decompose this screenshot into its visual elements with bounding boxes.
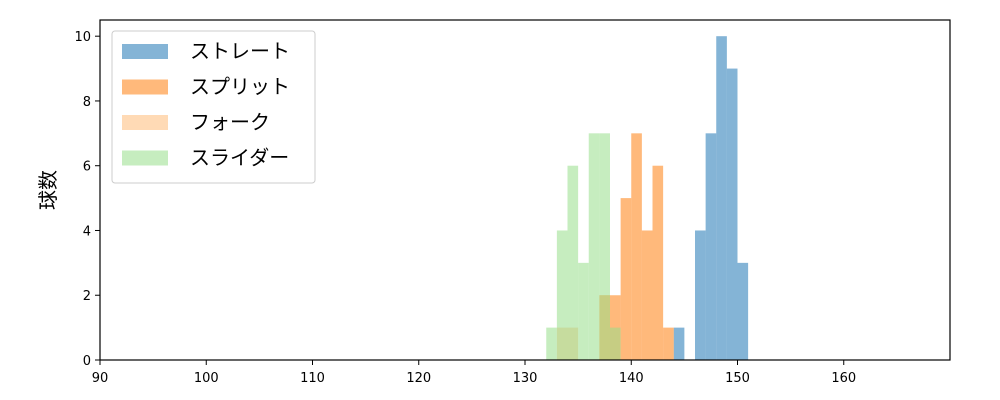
x-tick-label: 130 <box>513 371 538 386</box>
bar-1 <box>737 262 749 360</box>
legend-label: ストレート <box>190 39 290 63</box>
y-tick-label: 10 <box>74 30 91 45</box>
legend-swatch <box>122 150 168 166</box>
bar-1 <box>726 68 738 361</box>
bar-2 <box>641 230 653 360</box>
bar-2 <box>631 133 642 360</box>
bar-2 <box>620 198 632 360</box>
bar-1 <box>695 230 706 360</box>
legend-swatch <box>122 115 168 130</box>
bar-4 <box>567 165 579 360</box>
legend-swatch <box>122 44 168 59</box>
legend-label: スプリット <box>190 75 290 99</box>
legend-label: スライダー <box>190 146 289 170</box>
x-tick-label: 120 <box>406 371 431 386</box>
x-tick-label: 140 <box>619 371 644 386</box>
x-tick-label: 160 <box>831 371 856 386</box>
y-axis-label: 球数 <box>36 170 60 210</box>
y-tick-label: 4 <box>83 224 91 239</box>
x-tick-label: 100 <box>194 371 219 386</box>
bar-4 <box>556 230 568 360</box>
y-tick-label: 8 <box>83 95 91 110</box>
x-tick-label: 90 <box>92 371 109 386</box>
y-tick-label: 2 <box>83 289 91 304</box>
bar-4 <box>610 327 621 360</box>
y-tick-label: 6 <box>83 160 91 175</box>
bar-2 <box>652 165 664 360</box>
bar-1 <box>705 133 717 360</box>
bar-4 <box>588 133 600 360</box>
axes-layer: 90 100 110 120 130 140 150 160 0 2 4 6 8 10 球数 <box>36 19 951 386</box>
bars-layer <box>546 36 749 361</box>
y-tick-label: 0 <box>83 354 91 369</box>
bar-1 <box>716 36 727 360</box>
bar-1 <box>673 327 685 360</box>
legend-swatch <box>122 79 168 95</box>
x-tick-label: 110 <box>300 371 325 386</box>
bar-2 <box>663 327 674 360</box>
bar-4 <box>546 327 557 360</box>
legend-label: フォーク <box>190 110 270 134</box>
bar-4 <box>578 262 589 360</box>
x-tick-label: 150 <box>725 371 750 386</box>
legend-box <box>111 30 316 184</box>
bar-4 <box>599 133 610 360</box>
